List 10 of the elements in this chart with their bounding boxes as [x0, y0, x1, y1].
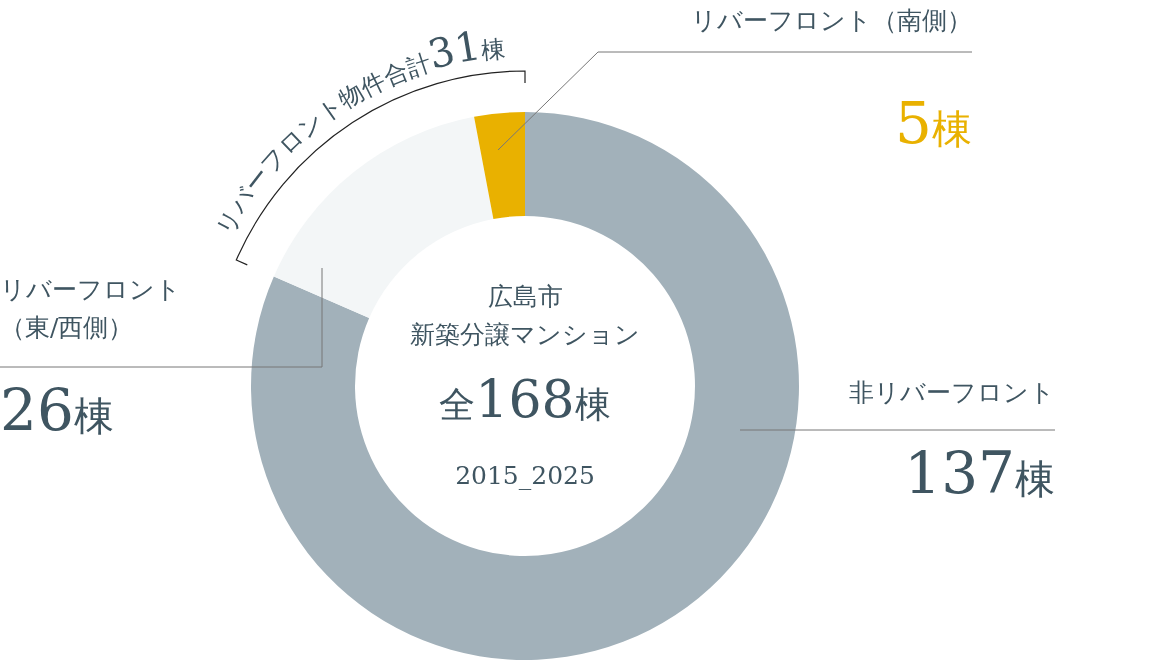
text: 全168棟	[439, 369, 611, 429]
slice-label: 非リバーフロント	[849, 378, 1055, 407]
data-label: 5棟	[895, 89, 972, 157]
slice-label: リバーフロント（東/西側）	[0, 275, 181, 342]
text: 新築分譲マンション	[410, 320, 640, 349]
slice-label: リバーフロント（南側）	[691, 6, 972, 35]
text: 2015_2025	[455, 461, 595, 490]
text: 広島市	[487, 282, 563, 311]
data-label: 26棟	[0, 376, 114, 444]
data-label: 137棟	[904, 439, 1055, 507]
